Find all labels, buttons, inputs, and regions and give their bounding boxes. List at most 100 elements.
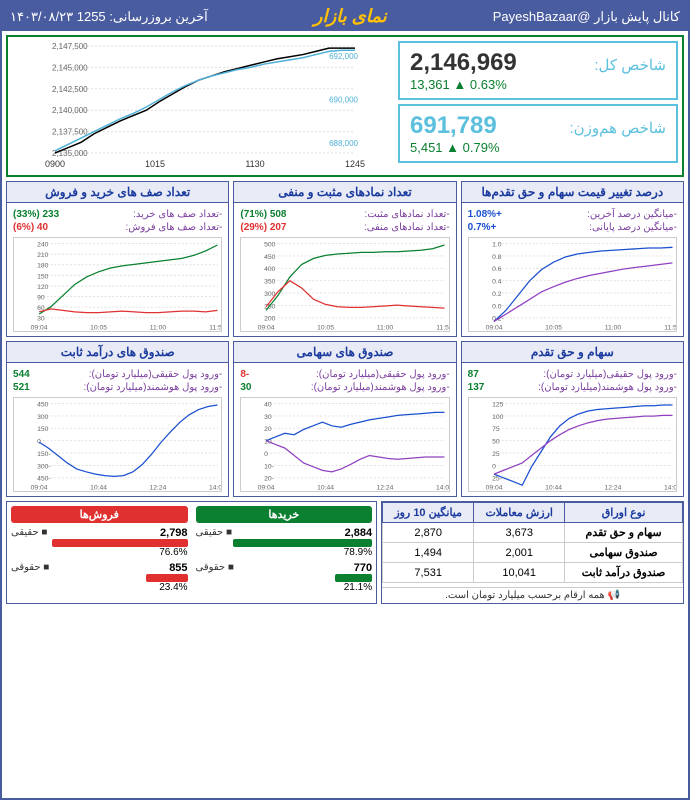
svg-text:210: 210	[37, 252, 49, 259]
svg-text:30: 30	[37, 316, 45, 323]
table-cell: سهام و حق تقدم	[565, 523, 683, 543]
svg-text:11:58: 11:58	[437, 324, 449, 331]
svg-text:09:04: 09:04	[31, 484, 48, 491]
svg-text:180: 180	[37, 263, 49, 270]
trade-col-header: فروش‌ها	[11, 506, 188, 523]
panel: تعداد صف های خرید و فروش -تعداد صف های خ…	[6, 181, 229, 337]
svg-text:300: 300	[37, 414, 49, 421]
equal-index-value: 691,789	[410, 112, 497, 140]
svg-text:50: 50	[492, 439, 500, 446]
svg-text:0.6: 0.6	[492, 266, 502, 273]
svg-text:11:00: 11:00	[604, 324, 621, 331]
svg-text:1245: 1245	[345, 159, 365, 169]
svg-text:690,000: 690,000	[329, 96, 358, 105]
table-cell: 2,001	[474, 543, 565, 563]
table-cell: 3,673	[474, 523, 565, 543]
svg-text:450: 450	[264, 254, 276, 261]
table-cell: صندوق سهامی	[565, 543, 683, 563]
panel: صندوق های درآمد ثابت -ورود پول حقیقی(میل…	[6, 341, 229, 497]
svg-text:09:04: 09:04	[258, 324, 275, 331]
panel: درصد تغییر قیمت سهام و حق تقدم‌ها -میانگ…	[461, 181, 684, 337]
trade-row: 855■ حقوقی 23.4%	[11, 562, 188, 593]
svg-text:40: 40	[264, 401, 272, 408]
svg-text:11:00: 11:00	[377, 324, 394, 331]
svg-text:400: 400	[264, 266, 276, 273]
svg-text:100: 100	[492, 414, 504, 421]
svg-text:11:00: 11:00	[150, 324, 167, 331]
trades-box: خریدها 2,884■ حقیقی 78.9% 770■ حقوقی 21.…	[6, 501, 377, 604]
svg-text:10:05: 10:05	[317, 324, 334, 331]
panel-title: سهام و حق تقدم	[462, 342, 683, 363]
svg-text:0900: 0900	[45, 159, 65, 169]
footer-note: 📢 همه ارقام برحسب میلیارد تومان است.	[382, 587, 683, 603]
svg-text:0: 0	[492, 463, 496, 470]
svg-text:2,142,500: 2,142,500	[52, 85, 88, 94]
svg-text:10:05: 10:05	[545, 324, 562, 331]
svg-text:75: 75	[492, 426, 500, 433]
svg-text:11:58: 11:58	[209, 324, 221, 331]
svg-text:12:24: 12:24	[150, 484, 167, 491]
table-cell: صندوق درآمد ثابت	[565, 563, 683, 583]
svg-text:-150: -150	[37, 451, 51, 458]
panel-title: تعداد نمادهای مثبت و منفی	[234, 182, 455, 203]
svg-text:10:44: 10:44	[317, 484, 334, 491]
svg-text:0: 0	[264, 451, 268, 458]
svg-text:1015: 1015	[145, 159, 165, 169]
channel-label: کانال پایش بازار @PayeshBazaar	[493, 9, 680, 25]
equal-index-label: شاخص هم‌وزن:	[569, 119, 666, 137]
last-update: آخرین بروزرسانی: 1255 ۱۴۰۳/۰۸/۲۳	[10, 9, 208, 25]
panel-title: صندوق های درآمد ثابت	[7, 342, 228, 363]
panel: صندوق های سهامی -ورود پول حقیقی(میلیارد …	[233, 341, 456, 497]
svg-text:09:04: 09:04	[31, 324, 48, 331]
svg-text:10:44: 10:44	[90, 484, 107, 491]
total-index-box: شاخص کل: 2,146,969 0.63% ▲ 13,361	[398, 41, 678, 100]
panel: سهام و حق تقدم -ورود پول حقیقی(میلیارد ت…	[461, 341, 684, 497]
svg-text:350: 350	[264, 279, 276, 286]
table-cell: 10,041	[474, 563, 565, 583]
panel-title: تعداد صف های خرید و فروش	[7, 182, 228, 203]
trade-col-header: خریدها	[196, 506, 373, 523]
svg-text:14:04: 14:04	[209, 484, 221, 491]
panel-title: صندوق های سهامی	[234, 342, 455, 363]
equal-index-box: شاخص هم‌وزن: 691,789 0.79% ▲ 5,451	[398, 104, 678, 163]
svg-text:-450: -450	[37, 476, 51, 483]
table-cell: 1,494	[383, 543, 474, 563]
total-index-label: شاخص کل:	[594, 56, 666, 74]
trade-row: 2,798■ حقیقی 76.6%	[11, 527, 188, 558]
trade-row: 770■ حقوقی 21.1%	[196, 562, 373, 593]
svg-text:692,000: 692,000	[329, 52, 358, 61]
total-index-value: 2,146,969	[410, 49, 517, 77]
securities-table: نوع اوراقارزش معاملاتمیانگین 10 روزسهام …	[381, 501, 684, 604]
svg-text:150: 150	[37, 273, 49, 280]
svg-text:09:04: 09:04	[485, 484, 502, 491]
svg-text:90: 90	[37, 294, 45, 301]
svg-text:12:24: 12:24	[604, 484, 621, 491]
table-header: میانگین 10 روز	[383, 503, 474, 523]
svg-text:20: 20	[264, 426, 272, 433]
header-bar: کانال پایش بازار @PayeshBazaar نمای بازا…	[2, 2, 688, 31]
svg-text:500: 500	[264, 241, 276, 248]
svg-text:200: 200	[264, 316, 276, 323]
trade-row: 2,884■ حقیقی 78.9%	[196, 527, 373, 558]
table-cell: 7,531	[383, 563, 474, 583]
svg-text:1.0: 1.0	[492, 241, 502, 248]
svg-text:0.2: 0.2	[492, 291, 502, 298]
svg-text:2,147,500: 2,147,500	[52, 42, 88, 51]
svg-text:30: 30	[264, 414, 272, 421]
svg-text:0.8: 0.8	[492, 254, 502, 261]
svg-text:14:04: 14:04	[664, 484, 676, 491]
svg-text:-10: -10	[264, 463, 274, 470]
svg-text:688,000: 688,000	[329, 139, 358, 148]
svg-text:450: 450	[37, 401, 49, 408]
main-index-chart: 2,147,5002,145,0002,142,5002,140,0002,13…	[12, 41, 394, 171]
table-header: نوع اوراق	[565, 503, 683, 523]
page-title: نمای بازار	[314, 6, 387, 27]
svg-text:25: 25	[492, 451, 500, 458]
svg-text:120: 120	[37, 284, 49, 291]
svg-text:10:44: 10:44	[545, 484, 562, 491]
svg-text:11:58: 11:58	[664, 324, 676, 331]
svg-text:0.4: 0.4	[492, 279, 502, 286]
svg-text:240: 240	[37, 241, 49, 248]
svg-text:-20: -20	[264, 476, 274, 483]
svg-text:2,137,500: 2,137,500	[52, 128, 88, 137]
